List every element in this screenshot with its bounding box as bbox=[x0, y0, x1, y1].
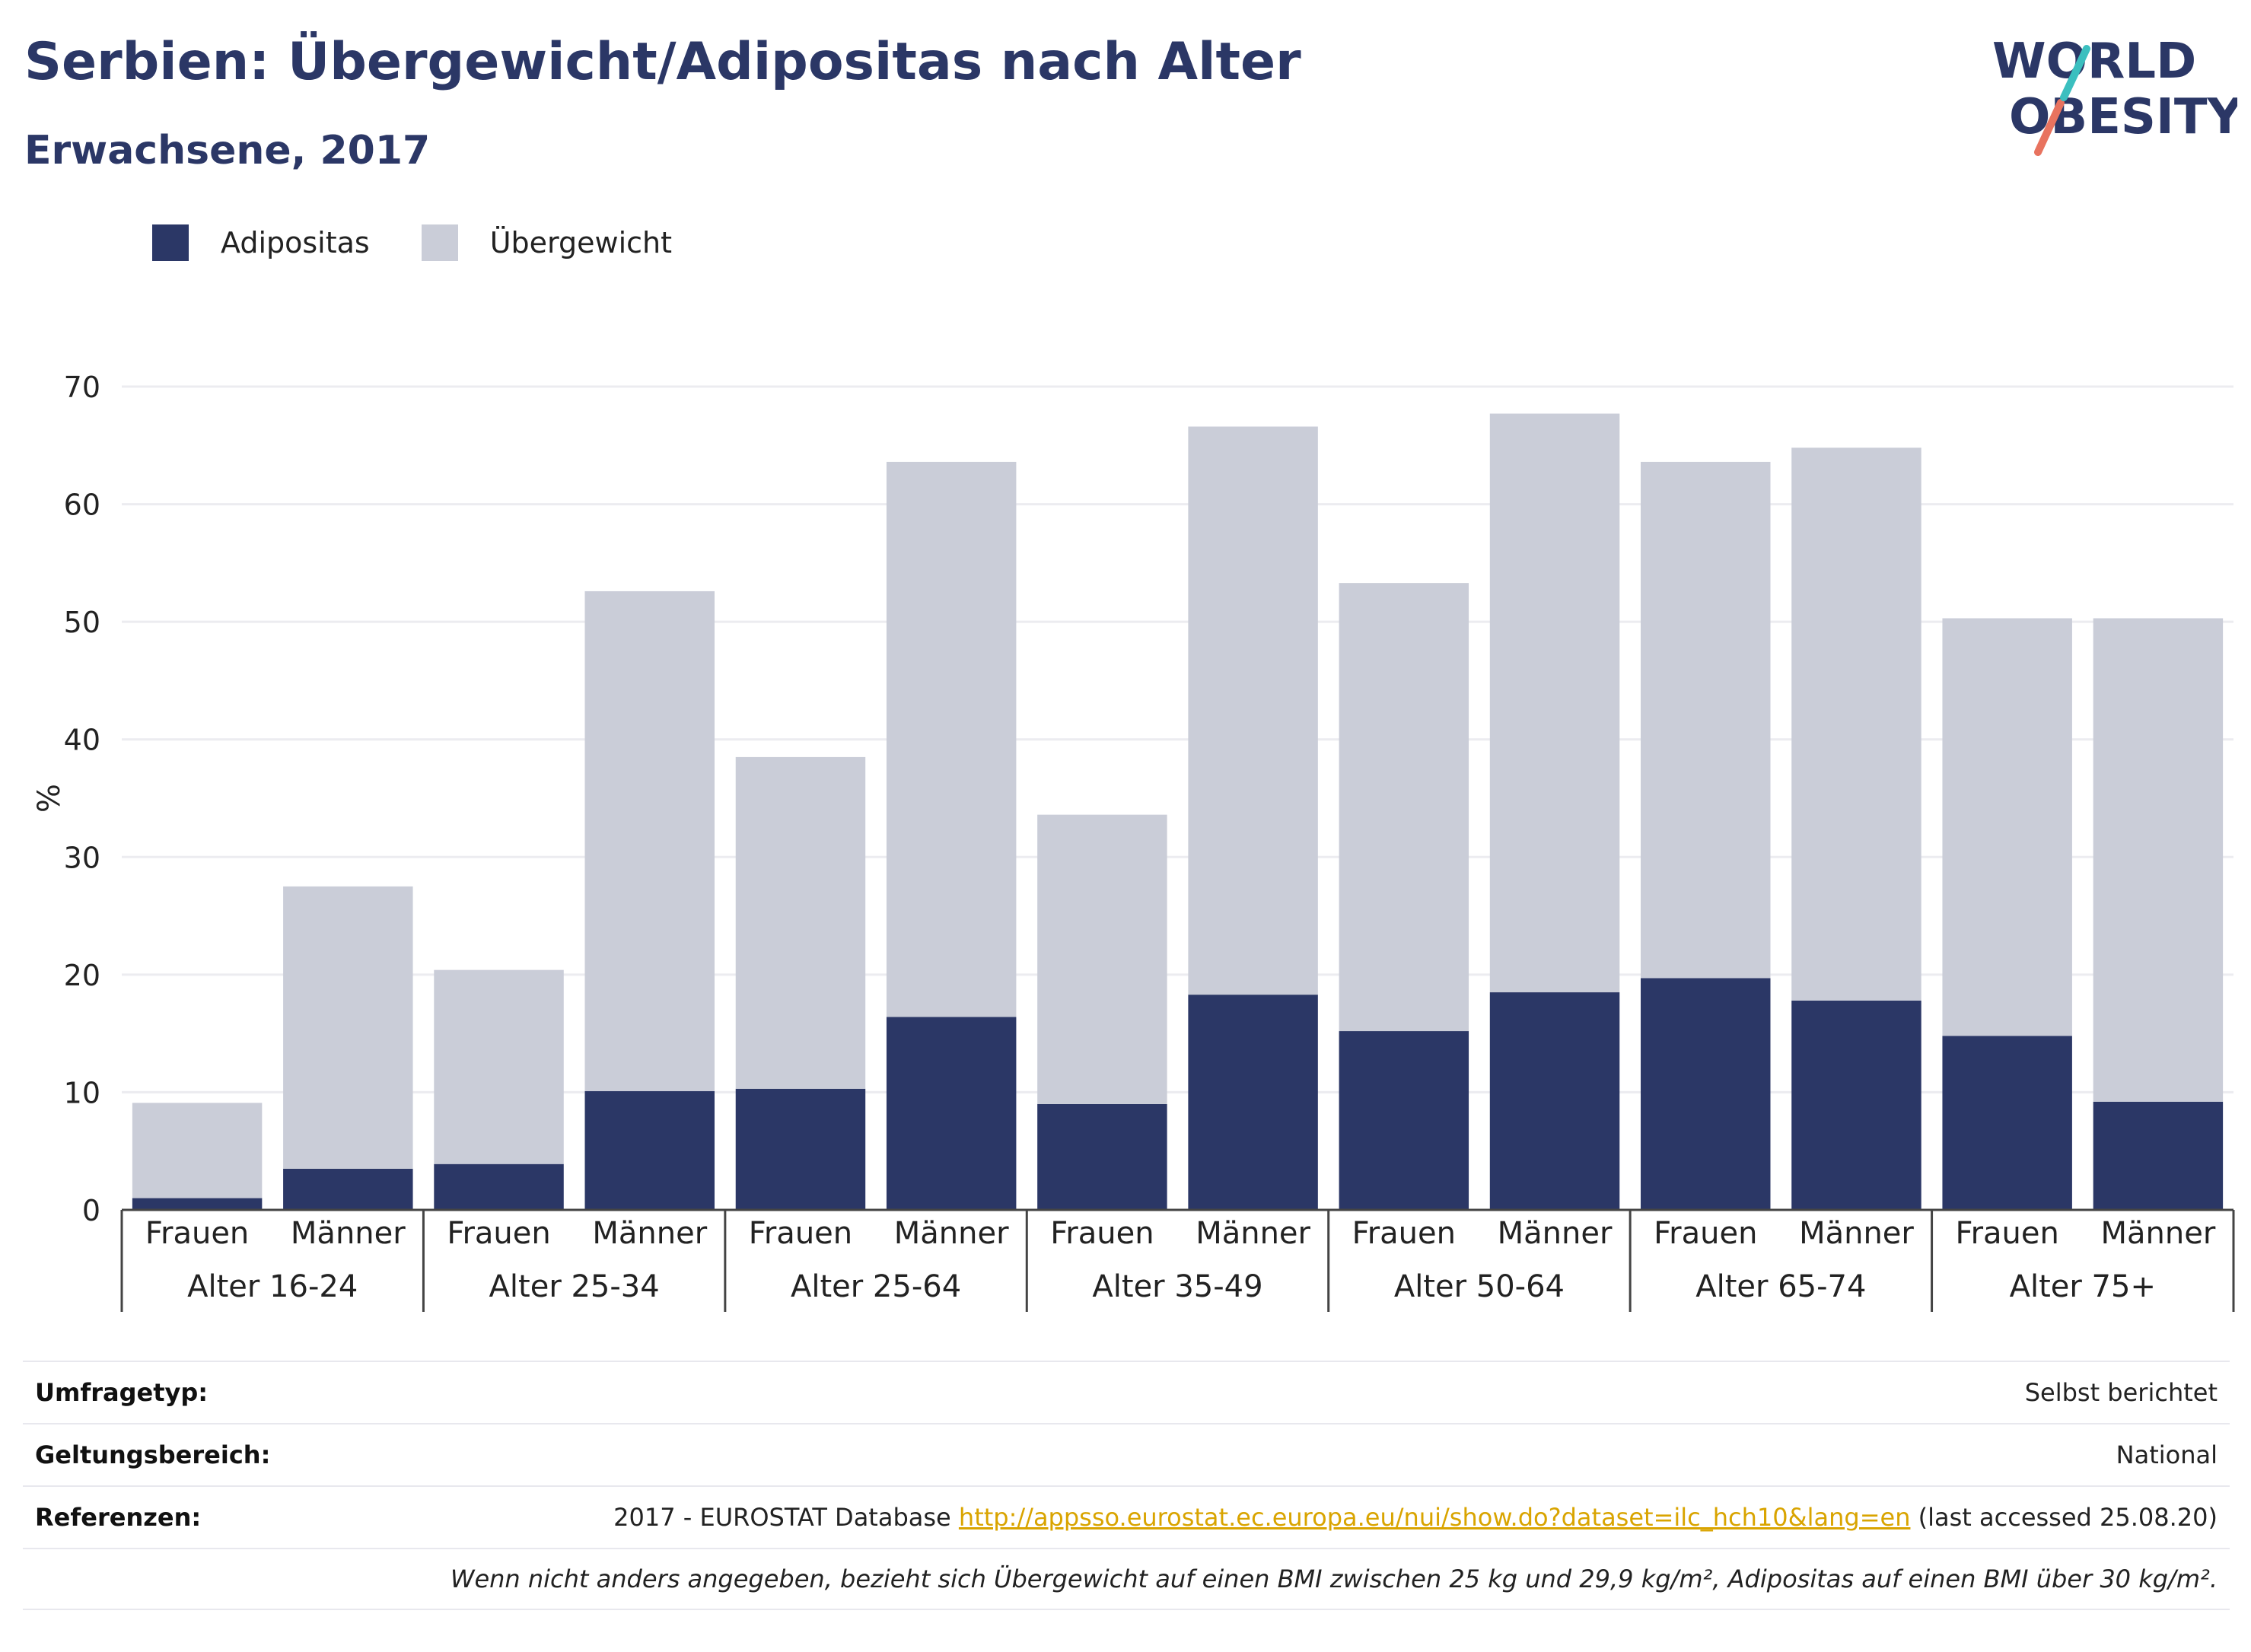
bar-uebergewicht bbox=[886, 461, 1017, 1017]
legend-swatch-adipositas bbox=[152, 224, 189, 261]
definition-note: Wenn nicht anders angegeben, bezieht sic… bbox=[450, 1564, 2218, 1593]
x-group-label: Alter 25-34 bbox=[489, 1269, 660, 1304]
info-row-referenzen: Referenzen: 2017 - EUROSTAT Database htt… bbox=[23, 1485, 2230, 1548]
x-subcategory-label: Frauen bbox=[447, 1216, 550, 1251]
bar-uebergewicht bbox=[735, 756, 866, 1089]
legend-swatch-uebergewicht bbox=[421, 224, 458, 261]
reference-source: 2017 - EUROSTAT Database bbox=[613, 1503, 951, 1532]
info-table: Umfragetyp: Selbst berichtet Geltungsber… bbox=[23, 1361, 2230, 1610]
logo-slash-coral bbox=[2034, 99, 2065, 156]
bar-uebergewicht bbox=[1641, 461, 1771, 979]
bar-adipositas bbox=[132, 1198, 263, 1210]
y-tick-label: 0 bbox=[82, 1194, 100, 1227]
y-axis-label: % bbox=[32, 784, 67, 813]
info-value-umfragetyp: Selbst berichtet bbox=[2024, 1378, 2218, 1407]
bar-adipositas bbox=[1188, 995, 1318, 1210]
y-tick-label: 30 bbox=[64, 841, 100, 874]
info-value-geltungsbereich: National bbox=[2116, 1440, 2218, 1469]
bar-adipositas bbox=[1037, 1103, 1167, 1210]
bar-adipositas bbox=[434, 1163, 564, 1210]
legend-label-uebergewicht: Übergewicht bbox=[489, 226, 672, 259]
x-subcategory-label: Männer bbox=[2101, 1216, 2216, 1251]
bar-adipositas bbox=[1791, 1000, 1921, 1210]
chart-legend: Adipositas Übergewicht bbox=[152, 224, 724, 261]
bar-adipositas bbox=[584, 1090, 715, 1210]
reference-accessed: (last accessed 25.08.20) bbox=[1918, 1503, 2218, 1532]
bar-adipositas bbox=[1339, 1031, 1469, 1210]
y-tick-label: 10 bbox=[64, 1076, 100, 1109]
x-subcategory-label: Frauen bbox=[1352, 1216, 1456, 1251]
y-tick-label: 50 bbox=[64, 606, 100, 639]
page-title: Serbien: Übergewicht/Adipositas nach Alt… bbox=[24, 32, 1301, 92]
info-label-geltungsbereich: Geltungsbereich: bbox=[35, 1440, 271, 1469]
bar-uebergewicht bbox=[2093, 618, 2224, 1102]
x-subcategory-label: Frauen bbox=[1654, 1216, 1757, 1251]
y-tick-label: 60 bbox=[64, 489, 100, 522]
x-subcategory-label: Frauen bbox=[749, 1216, 852, 1251]
logo-slash-teal bbox=[2060, 45, 2090, 101]
x-subcategory-label: Männer bbox=[894, 1216, 1009, 1251]
x-subcategory-label: Frauen bbox=[145, 1216, 249, 1251]
x-subcategory-label: Frauen bbox=[1050, 1216, 1154, 1251]
x-subcategory-label: Männer bbox=[592, 1216, 707, 1251]
bar-adipositas bbox=[735, 1088, 866, 1210]
info-row-note: Wenn nicht anders angegeben, bezieht sic… bbox=[23, 1548, 2230, 1610]
legend-label-adipositas: Adipositas bbox=[221, 226, 370, 259]
info-label-referenzen: Referenzen: bbox=[35, 1503, 202, 1532]
world-obesity-logo: WORLD OBESITY bbox=[1992, 33, 2237, 156]
x-subcategory-label: Männer bbox=[291, 1216, 406, 1251]
info-row-umfragetyp: Umfragetyp: Selbst berichtet bbox=[23, 1361, 2230, 1423]
bar-uebergewicht bbox=[132, 1103, 263, 1198]
x-group-label: Alter 35-49 bbox=[1092, 1269, 1262, 1304]
y-tick-label: 70 bbox=[64, 371, 100, 404]
logo-word-world: WORLD bbox=[1992, 33, 2196, 90]
x-subcategory-label: Männer bbox=[1799, 1216, 1914, 1251]
bar-uebergewicht bbox=[1339, 583, 1469, 1032]
y-tick-label: 20 bbox=[64, 959, 100, 992]
bar-uebergewicht bbox=[1037, 814, 1167, 1104]
bar-chart: 0 10 20 30 40 50 60 70% Frauen Männer Frauen Männer… bbox=[32, 371, 2235, 1312]
x-group-label: Alter 75+ bbox=[2010, 1269, 2156, 1304]
reference-link[interactable]: http://appsso.eurostat.ec.europa.eu/nui/… bbox=[958, 1503, 1911, 1532]
x-subcategory-label: Männer bbox=[1196, 1216, 1310, 1251]
page-subtitle: Erwachsene, 2017 bbox=[24, 128, 431, 173]
info-value-referenzen: 2017 - EUROSTAT Database http://appsso.e… bbox=[613, 1503, 2218, 1532]
bar-adipositas bbox=[1489, 992, 1620, 1210]
bar-uebergewicht bbox=[1188, 426, 1318, 995]
info-label-umfragetyp: Umfragetyp: bbox=[35, 1378, 209, 1407]
bar-uebergewicht bbox=[434, 969, 564, 1164]
bar-uebergewicht bbox=[283, 886, 413, 1169]
y-tick-label: 40 bbox=[64, 724, 100, 757]
bar-uebergewicht bbox=[1791, 447, 1921, 1001]
bar-adipositas bbox=[2093, 1101, 2224, 1210]
bar-adipositas bbox=[283, 1168, 413, 1210]
x-group-label: Alter 65-74 bbox=[1695, 1269, 1866, 1304]
info-row-geltungsbereich: Geltungsbereich: National bbox=[23, 1423, 2230, 1485]
x-subcategory-label: Frauen bbox=[1955, 1216, 2058, 1251]
x-group-label: Alter 25-64 bbox=[791, 1269, 961, 1304]
bar-uebergewicht bbox=[584, 590, 715, 1091]
bar-adipositas bbox=[1942, 1036, 2072, 1210]
bar-uebergewicht bbox=[1942, 618, 2072, 1036]
bar-adipositas bbox=[886, 1017, 1017, 1210]
bar-uebergewicht bbox=[1489, 413, 1620, 993]
x-group-label: Alter 50-64 bbox=[1394, 1269, 1565, 1304]
bar-adipositas bbox=[1641, 978, 1771, 1210]
x-subcategory-label: Männer bbox=[1498, 1216, 1613, 1251]
x-group-label: Alter 16-24 bbox=[187, 1269, 358, 1304]
